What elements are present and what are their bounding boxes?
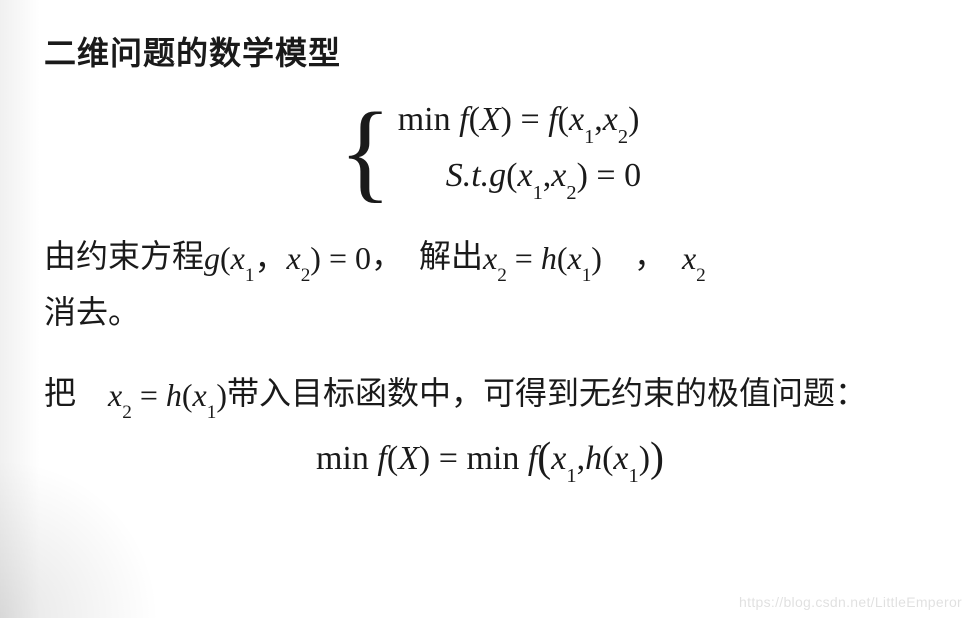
t: )	[591, 240, 602, 276]
t: (	[602, 440, 613, 477]
t: (	[469, 101, 480, 138]
t: 把	[44, 375, 108, 411]
t: x	[108, 377, 122, 413]
t: h	[166, 377, 182, 413]
t: x	[193, 377, 207, 413]
t: =	[507, 240, 541, 276]
t: 1	[582, 265, 592, 286]
t: 消去。	[44, 294, 140, 330]
t: 1	[584, 126, 594, 148]
eq1-line2: S.t.g(x1,x2) = 0	[398, 156, 641, 200]
t: f	[548, 101, 557, 138]
t: )	[577, 157, 588, 194]
equation-block-1: { min f(X) = f(x1,x2) S.t.g(x1,x2) = 0	[44, 100, 936, 201]
t: x	[231, 240, 245, 276]
document-page: 二维问题的数学模型 { min f(X) = f(x1,x2) S.t.g(x1…	[0, 0, 980, 618]
t: x	[568, 240, 582, 276]
t: 2	[122, 402, 132, 423]
eq1-line1: min f(X) = f(x1,x2)	[398, 100, 641, 144]
t: )	[419, 440, 430, 477]
paragraph-1: 由约束方程g(x1，x2) = 0， 解出x2 = h(x1) ， x2 消去。	[44, 231, 936, 338]
t: (	[506, 157, 517, 194]
t: x	[603, 101, 618, 138]
t: )	[650, 435, 664, 481]
t: 1	[566, 465, 576, 487]
t: 由约束方程	[44, 238, 204, 274]
t: =	[512, 101, 548, 138]
eq2: min f(X) = min f(x1,h(x1))	[316, 440, 664, 477]
t: 1	[533, 182, 543, 204]
t: X	[480, 101, 501, 138]
t: )	[639, 440, 650, 477]
t: x	[517, 157, 532, 194]
t: 带入目标函数中，可得到无约束的极值问题：	[227, 375, 867, 411]
t: x	[286, 240, 300, 276]
t: 2	[301, 265, 311, 286]
equation-block-2: min f(X) = min f(x1,h(x1))	[44, 432, 936, 483]
t: ，	[602, 238, 682, 274]
decorative-shadow-left	[0, 0, 40, 618]
t: )	[310, 240, 321, 276]
t: ,	[594, 101, 603, 138]
t: ,	[543, 157, 552, 194]
t: (	[182, 377, 193, 413]
t: = 0	[588, 157, 641, 194]
watermark-text: https://blog.csdn.net/LittleEmperor	[739, 594, 962, 610]
t: )	[501, 101, 512, 138]
t: =	[430, 440, 466, 477]
t: ， 解出	[371, 238, 483, 274]
t: (	[220, 240, 231, 276]
brace-group: { min f(X) = f(x1,x2) S.t.g(x1,x2) = 0	[339, 100, 641, 201]
t: min	[316, 440, 377, 477]
t: 1	[207, 402, 217, 423]
t: 2	[497, 265, 507, 286]
t: f	[377, 440, 386, 477]
t: x	[682, 240, 696, 276]
t: X	[398, 440, 419, 477]
t: )	[216, 377, 227, 413]
t: ,	[577, 440, 586, 477]
t: f	[528, 440, 537, 477]
t: g	[204, 240, 220, 276]
brace-lines: min f(X) = f(x1,x2) S.t.g(x1,x2) = 0	[398, 100, 641, 201]
t: h	[585, 440, 602, 477]
t: x	[551, 440, 566, 477]
t: = 0	[321, 240, 371, 276]
t: (	[537, 435, 551, 481]
t: min	[398, 101, 459, 138]
t: h	[541, 240, 557, 276]
t: (	[387, 440, 398, 477]
t: 1	[629, 465, 639, 487]
t: ，	[254, 240, 286, 276]
t: min	[466, 440, 527, 477]
t: (	[557, 240, 568, 276]
t: x	[569, 101, 584, 138]
t: 1	[245, 265, 255, 286]
t: f	[459, 101, 468, 138]
t: 2	[696, 265, 706, 286]
t: S.t.g	[446, 157, 506, 194]
left-brace: {	[339, 106, 398, 207]
page-title: 二维问题的数学模型	[44, 28, 936, 74]
t: x	[483, 240, 497, 276]
t: 2	[566, 182, 576, 204]
t: (	[558, 101, 569, 138]
paragraph-2: 把 x2 = h(x1)带入目标函数中，可得到无约束的极值问题：	[44, 368, 936, 424]
t: )	[628, 101, 639, 138]
t: x	[613, 440, 628, 477]
t: =	[132, 377, 166, 413]
t: 2	[618, 126, 628, 148]
t: x	[551, 157, 566, 194]
